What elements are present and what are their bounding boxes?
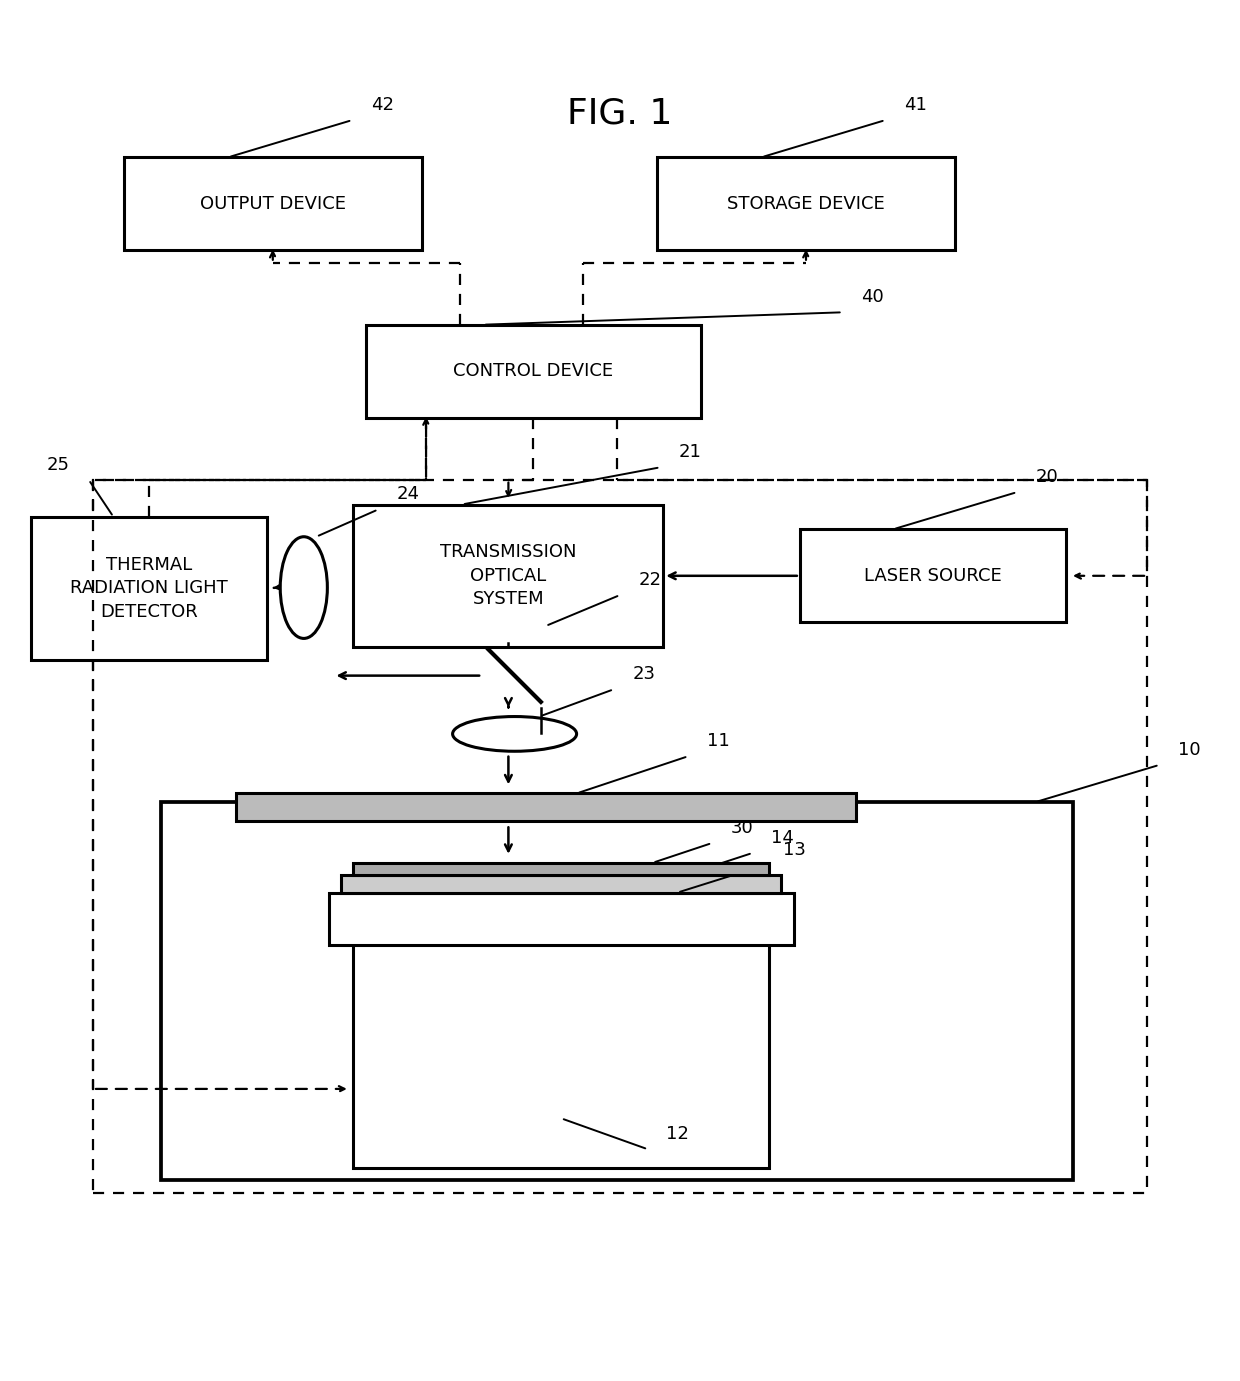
Bar <box>329 892 794 945</box>
Ellipse shape <box>453 717 577 751</box>
Text: THERMAL
RADIATION LIGHT
DETECTOR: THERMAL RADIATION LIGHT DETECTOR <box>69 555 228 621</box>
Bar <box>353 942 769 1168</box>
Text: 10: 10 <box>1178 740 1200 758</box>
Bar <box>31 516 267 660</box>
Text: 13: 13 <box>782 841 806 859</box>
Text: 14: 14 <box>771 829 794 847</box>
Text: LASER SOURCE: LASER SOURCE <box>864 566 1002 584</box>
Text: 20: 20 <box>1035 468 1059 486</box>
Bar <box>236 794 856 820</box>
Text: OUTPUT DEVICE: OUTPUT DEVICE <box>200 195 346 213</box>
Text: 23: 23 <box>632 666 656 684</box>
Text: STORAGE DEVICE: STORAGE DEVICE <box>727 195 885 213</box>
Text: 12: 12 <box>667 1126 689 1143</box>
Bar <box>353 863 769 876</box>
Bar <box>161 802 1073 1181</box>
Text: FIG. 1: FIG. 1 <box>568 97 672 131</box>
Text: 25: 25 <box>47 456 69 474</box>
Bar <box>800 529 1066 623</box>
Text: 11: 11 <box>707 732 729 750</box>
Text: 21: 21 <box>680 443 702 461</box>
Text: CONTROL DEVICE: CONTROL DEVICE <box>453 362 614 380</box>
Ellipse shape <box>280 537 327 638</box>
Text: 40: 40 <box>861 289 884 307</box>
Text: 30: 30 <box>730 819 754 837</box>
Bar <box>353 504 663 648</box>
Bar <box>366 325 701 417</box>
Bar <box>93 479 1147 1193</box>
Text: 41: 41 <box>904 95 926 113</box>
Bar <box>657 157 955 250</box>
Text: 42: 42 <box>371 95 394 113</box>
Text: 24: 24 <box>397 485 420 503</box>
Text: 22: 22 <box>639 570 662 588</box>
Bar <box>341 876 781 892</box>
Bar <box>124 157 422 250</box>
Text: TRANSMISSION
OPTICAL
SYSTEM: TRANSMISSION OPTICAL SYSTEM <box>440 543 577 609</box>
